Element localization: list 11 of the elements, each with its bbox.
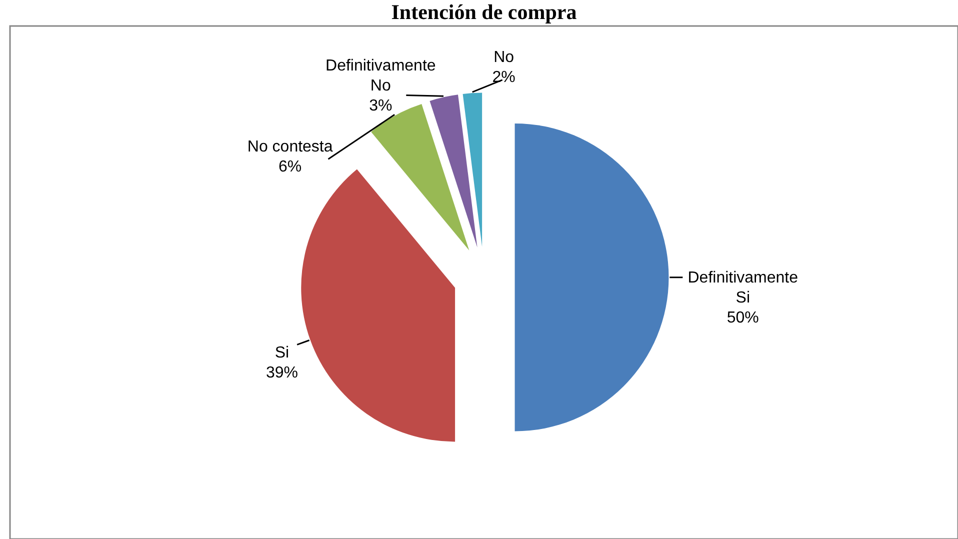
slice-label: Si bbox=[274, 344, 290, 362]
data-label: 6% bbox=[278, 158, 302, 176]
data-label: 2% bbox=[492, 69, 516, 86]
slice-label: Definitivamente No bbox=[326, 57, 436, 94]
data-label: 50% bbox=[726, 309, 759, 326]
slice-label: No bbox=[494, 49, 514, 66]
chart-title: Intención de compra bbox=[391, 0, 578, 24]
data-label: 39% bbox=[266, 364, 298, 382]
slice-label: Definitivamente Si bbox=[688, 269, 798, 306]
data-label: 3% bbox=[369, 97, 392, 114]
slice-label: No contesta bbox=[247, 138, 333, 156]
